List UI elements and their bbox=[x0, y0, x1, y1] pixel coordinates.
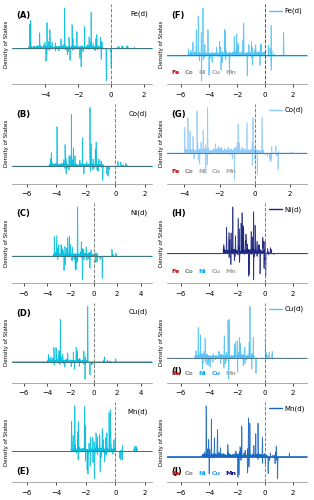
Y-axis label: Density of States: Density of States bbox=[159, 220, 164, 267]
Text: (G): (G) bbox=[171, 110, 186, 119]
Text: (A): (A) bbox=[16, 10, 30, 20]
Y-axis label: Density of States: Density of States bbox=[4, 220, 9, 267]
Text: Ni: Ni bbox=[198, 471, 206, 476]
Y-axis label: Density of States: Density of States bbox=[4, 20, 9, 68]
Y-axis label: Density of States: Density of States bbox=[4, 319, 9, 366]
Text: Co: Co bbox=[185, 70, 193, 75]
Text: (D): (D) bbox=[16, 309, 31, 318]
Text: Ni: Ni bbox=[198, 268, 206, 274]
Text: Cu: Cu bbox=[212, 169, 221, 174]
Text: (F): (F) bbox=[171, 10, 185, 20]
Text: Co: Co bbox=[185, 471, 193, 476]
Y-axis label: Density of States: Density of States bbox=[4, 120, 9, 168]
Y-axis label: Density of States: Density of States bbox=[159, 20, 164, 68]
Text: Ni: Ni bbox=[198, 372, 206, 376]
Text: Ni(d): Ni(d) bbox=[285, 206, 302, 212]
Text: Cu(d): Cu(d) bbox=[285, 306, 304, 312]
Y-axis label: Density of States: Density of States bbox=[159, 418, 164, 466]
Text: Cu: Cu bbox=[212, 372, 221, 376]
Text: (C): (C) bbox=[16, 210, 30, 218]
Text: Mn(d): Mn(d) bbox=[127, 408, 148, 415]
Text: Fe: Fe bbox=[171, 372, 179, 376]
Text: (I): (I) bbox=[171, 368, 182, 376]
Text: Mn: Mn bbox=[226, 372, 237, 376]
Text: (B): (B) bbox=[16, 110, 30, 119]
Text: (E): (E) bbox=[16, 467, 30, 476]
Text: Mn: Mn bbox=[226, 169, 237, 174]
Text: (H): (H) bbox=[171, 210, 186, 218]
Text: Fe: Fe bbox=[171, 471, 179, 476]
Text: Fe: Fe bbox=[171, 268, 179, 274]
Text: Co(d): Co(d) bbox=[129, 110, 148, 116]
Text: Co: Co bbox=[185, 268, 193, 274]
Text: Cu: Cu bbox=[212, 268, 221, 274]
Text: Fe: Fe bbox=[171, 169, 179, 174]
Text: Mn: Mn bbox=[226, 471, 237, 476]
Y-axis label: Density of States: Density of States bbox=[159, 319, 164, 366]
Y-axis label: Density of States: Density of States bbox=[159, 120, 164, 168]
Text: Fe(d): Fe(d) bbox=[130, 10, 148, 17]
Text: Co(d): Co(d) bbox=[285, 107, 304, 114]
Text: Ni(d): Ni(d) bbox=[131, 210, 148, 216]
Text: Ni: Ni bbox=[198, 169, 206, 174]
Text: Fe: Fe bbox=[171, 70, 179, 75]
Text: Mn: Mn bbox=[226, 268, 237, 274]
Y-axis label: Density of States: Density of States bbox=[4, 418, 9, 466]
Text: Mn: Mn bbox=[226, 70, 237, 75]
Text: Cu: Cu bbox=[212, 70, 221, 75]
Text: Mn(d): Mn(d) bbox=[285, 405, 305, 411]
Text: Co: Co bbox=[185, 372, 193, 376]
Text: Cu(d): Cu(d) bbox=[129, 309, 148, 316]
Text: Ni: Ni bbox=[198, 70, 206, 75]
Text: Co: Co bbox=[185, 169, 193, 174]
Text: Cu: Cu bbox=[212, 471, 221, 476]
Text: Fe(d): Fe(d) bbox=[285, 8, 302, 14]
Text: (J): (J) bbox=[171, 467, 182, 476]
